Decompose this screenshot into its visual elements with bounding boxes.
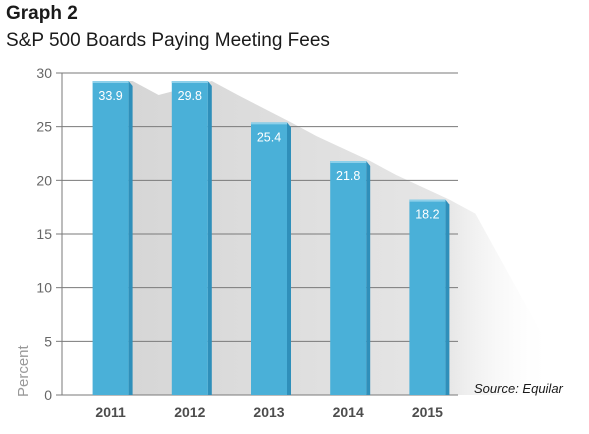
graph-label: Graph 2 <box>6 3 78 24</box>
y-tick-label: 20 <box>36 172 52 188</box>
bar-2012: 29.8 <box>171 81 212 395</box>
y-tick-label: 25 <box>36 119 52 135</box>
bar <box>251 122 287 395</box>
data-label: 33.9 <box>98 89 122 103</box>
y-tick-label: 15 <box>36 226 52 242</box>
data-label: 29.8 <box>178 89 202 103</box>
bar <box>92 81 129 395</box>
y-tick-label: 30 <box>36 65 52 81</box>
bar <box>330 161 367 395</box>
bar <box>171 81 208 395</box>
bar-2015: 18.2 <box>409 199 450 395</box>
y-tick-label: 0 <box>44 387 52 403</box>
y-axis-ticks: 0 5 10 15 20 25 30 <box>36 65 52 403</box>
bar-side <box>287 122 291 395</box>
bar-2013: 25.4 <box>251 122 291 395</box>
x-tick-label: 2011 <box>95 404 126 420</box>
y-tick-label: 10 <box>36 280 52 296</box>
y-tick-label: 5 <box>44 333 52 349</box>
bar-side <box>445 199 450 395</box>
bar-2014: 21.8 <box>330 161 371 395</box>
bar <box>409 199 446 395</box>
data-label: 25.4 <box>257 130 281 144</box>
x-tick-label: 2014 <box>333 404 364 420</box>
bar-2011: 33.9 <box>92 81 133 395</box>
data-label: 18.2 <box>415 208 439 222</box>
bar-top-highlight <box>330 161 367 164</box>
x-tick-label: 2012 <box>174 404 205 420</box>
y-axis-label: Percent <box>15 344 32 397</box>
bar-top-highlight <box>409 199 446 202</box>
source-note: Source: Equilar <box>474 381 564 396</box>
x-axis-ticks: 2011 2012 2013 2014 2015 <box>95 404 443 420</box>
bars: 33.9 29.8 25.4 21.8 18.2 <box>92 81 450 395</box>
bar-top-highlight <box>171 81 208 83</box>
bar-side <box>128 81 133 395</box>
bar-top-highlight <box>92 81 129 83</box>
bar-top-highlight <box>251 122 287 125</box>
x-tick-label: 2013 <box>253 404 284 420</box>
chart-title: S&P 500 Boards Paying Meeting Fees <box>6 30 330 51</box>
data-label: 21.8 <box>336 169 360 183</box>
bar-side <box>207 81 212 395</box>
bar-side <box>366 161 371 395</box>
x-tick-label: 2015 <box>412 404 443 420</box>
